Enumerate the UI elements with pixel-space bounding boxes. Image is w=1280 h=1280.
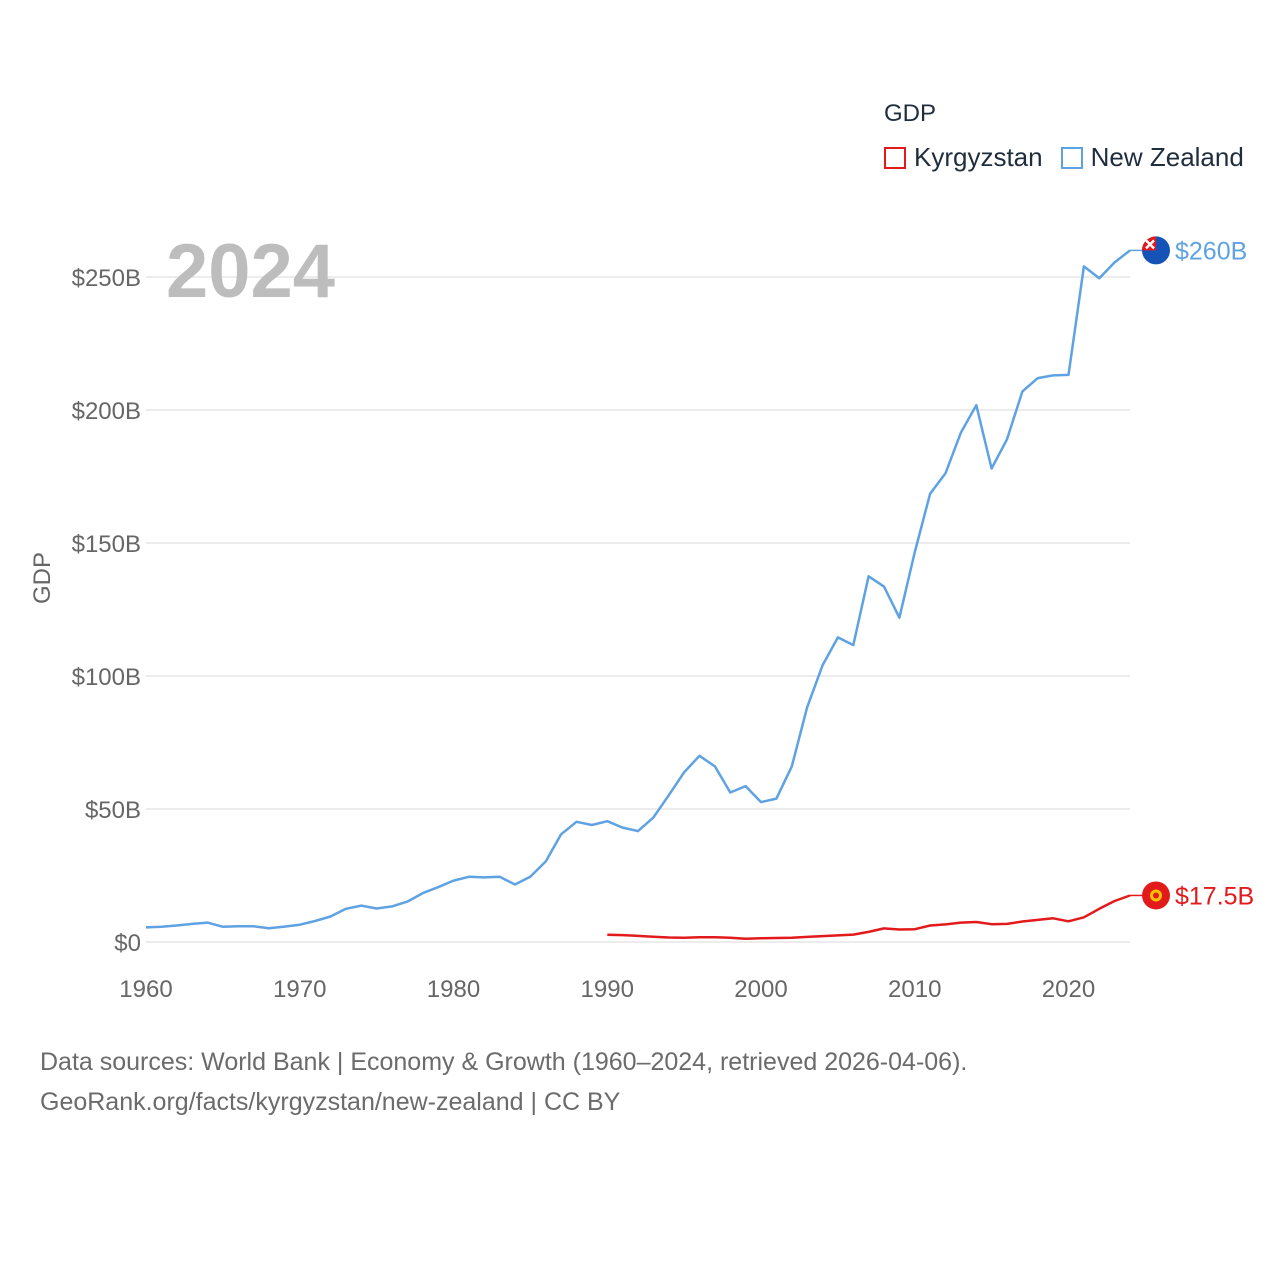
y-tick-label: $50B [85,797,141,824]
y-tick-label: $100B [72,664,141,691]
legend-label-new-zealand: New Zealand [1090,142,1244,172]
legend-item-kyrgyzstan[interactable]: Kyrgyzstan [884,142,1043,173]
x-tick-label: 2010 [888,976,941,1003]
legend: Kyrgyzstan New Zealand [884,142,1262,173]
end-value-label-new-zealand: $260B [1175,237,1247,265]
legend-swatch-kyrgyzstan [884,146,906,169]
year-label: 2024 [166,229,336,314]
x-tick-label: 1970 [273,976,326,1003]
x-tick-label: 2000 [734,976,787,1003]
end-value-label-kyrgyzstan: $17.5B [1175,882,1254,910]
new-zealand-flag-cross [1145,239,1155,250]
y-axis-label: GDP [29,552,56,604]
kyrgyzstan-flag-tunduk [1153,892,1159,899]
source-line-2: GeoRank.org/facts/kyrgyzstan/new-zealand… [40,1088,621,1116]
legend-label-kyrgyzstan: Kyrgyzstan [914,142,1043,172]
y-tick-label: $200B [72,398,141,425]
legend-title: GDP [884,100,937,127]
x-tick-label: 1990 [581,976,634,1003]
series-line-new-zealand [145,249,1131,930]
source-note: Data sources: World Bank | Economy & Gro… [40,1042,967,1122]
x-tick-label: 2020 [1042,976,1095,1003]
source-line-1: Data sources: World Bank | Economy & Gro… [40,1048,968,1076]
legend-item-new-zealand[interactable]: New Zealand [1060,142,1244,173]
x-tick-label: 1960 [119,976,172,1003]
legend-swatch-new-zealand [1060,146,1083,169]
y-tick-label: $250B [72,265,141,292]
y-tick-label: $0 [114,930,141,957]
series-line-kyrgyzstan [607,894,1131,941]
x-tick-label: 1980 [427,976,480,1003]
y-tick-label: $150B [72,531,141,558]
